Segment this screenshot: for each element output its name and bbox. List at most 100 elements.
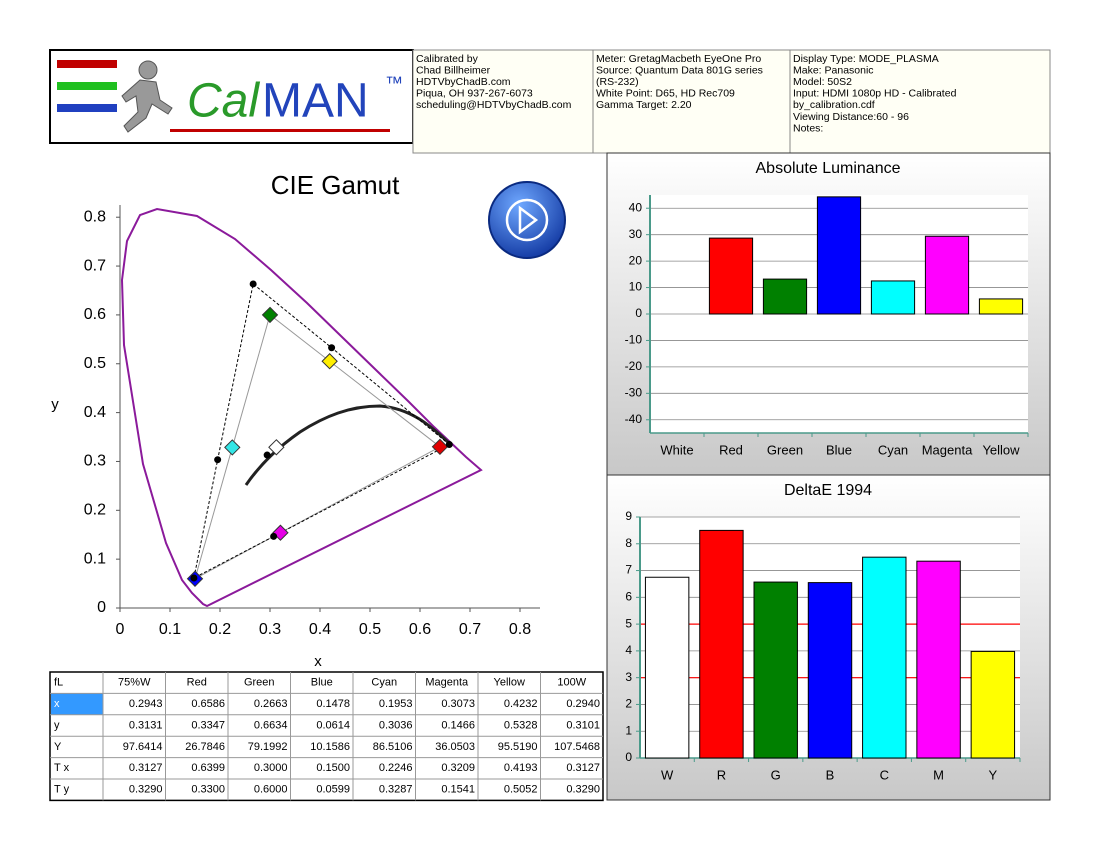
y-tick-label: 0.1 [84,550,106,567]
y-tick-label: -20 [625,359,643,373]
planckian-locus [244,404,452,486]
y-tick-label: 0 [625,750,632,764]
logo-runner [121,60,173,133]
y-tick-label: 0.3 [84,453,106,470]
table-cell: 0.2940 [566,698,600,710]
info-box [412,49,594,154]
y-tick-label: 2 [625,697,632,711]
x-tick-label: 0.1 [159,621,181,638]
table-cell: 0.2246 [379,762,413,774]
chart-title: DeltaE 1994 [784,482,872,499]
logo-tm: ™ [385,73,403,93]
x-tick-label: R [717,767,726,782]
info-text: Source: Quantum Data 801G series [596,64,763,76]
info-text: Notes: [793,122,823,134]
info-text: HDTVbyChadB.com [416,76,511,88]
info-box [789,49,1051,154]
info-box [592,49,791,154]
table-cell: 0.1500 [316,762,350,774]
table-header: 75%W [118,677,151,689]
info-text: Gamma Target: 2.20 [596,99,692,111]
bar [807,582,853,759]
x-tick-label: G [771,767,781,782]
logo-underline [170,129,390,132]
table-header: Blue [311,677,333,689]
bar [699,529,744,759]
chart-title: CIE Gamut [271,170,400,200]
chart-title: Absolute Luminance [756,160,901,177]
y-tick-label: 10 [629,280,643,294]
table-cell: 0.3347 [191,719,225,731]
bar [762,278,808,315]
table-cell: 0.3209 [441,762,475,774]
row-label: T x [54,762,70,774]
y-tick-label: 1 [625,723,632,737]
logo-man: MAN [262,75,369,128]
y-tick-label: 0.7 [84,257,106,274]
target-marker [431,438,449,456]
table-cell: 0.3127 [129,762,163,774]
info-text: (RS-232) [596,76,639,88]
bar [708,237,754,315]
table-cell: 0.4232 [504,698,538,710]
selected-cell [51,693,103,715]
y-tick-label: 7 [625,563,632,577]
x-tick-label: 0.7 [459,621,481,638]
table-cell: 0.3290 [566,784,600,796]
x-tick-label: Blue [826,442,852,457]
table-cell: 0.5328 [504,719,538,731]
table-cell: 0.1541 [441,784,475,796]
table-cell: 0.6586 [191,698,225,710]
measured-point [328,344,336,352]
info-text: Model: 50S2 [793,76,852,88]
y-axis-label: y [51,396,59,413]
x-tick-label: 0.5 [359,621,381,638]
table-cell: 0.3300 [191,784,225,796]
measured-point [263,451,271,459]
x-tick-label: 0.2 [209,621,231,638]
table-cell: 0.3287 [379,784,413,796]
x-tick-label: Yellow [982,442,1020,457]
info-text: by_calibration.cdf [793,99,875,111]
y-tick-label: 9 [625,509,632,523]
table-cell: 0.3036 [379,719,413,731]
y-tick-label: 5 [625,616,632,630]
table-cell: 79.1992 [248,741,288,753]
row-label: Y [54,741,62,753]
table-cell: 0.3131 [129,719,163,731]
target-marker [224,439,241,456]
play-button[interactable] [488,181,566,259]
y-tick-label: 6 [625,590,632,604]
table-cell: 97.6414 [123,741,163,753]
table-header: Green [244,677,275,689]
y-tick-label: 0.4 [84,404,106,421]
measured-point [214,456,222,464]
x-tick-label: 0.3 [259,621,281,638]
table-header: Yellow [494,677,525,689]
info-text: Viewing Distance:60 - 96 [793,111,909,123]
target-marker [261,306,279,324]
table-cell: 0.6634 [254,719,288,731]
table-cell: 26.7846 [185,741,225,753]
table-header: Cyan [371,677,397,689]
logo-bar [57,60,117,68]
table-cell: 0.3127 [566,762,600,774]
x-tick-label: C [880,767,889,782]
table-cell: 0.1953 [379,698,413,710]
x-tick-label: Cyan [878,442,908,457]
table-cell: 0.6399 [191,762,225,774]
table-cell: 0.0599 [316,784,350,796]
y-tick-label: 30 [629,227,643,241]
table-header: fL [54,677,63,689]
table-header: Red [187,677,207,689]
y-tick-label: -10 [625,333,643,347]
info-text: White Point: D65, HD Rec709 [596,88,735,100]
measured-point [249,280,257,288]
x-tick-label: 0.8 [509,621,531,638]
measured-point [445,441,453,449]
y-tick-label: 0.2 [84,502,106,519]
info-text: Input: HDMI 1080p HD - Calibrated [793,88,957,100]
x-tick-label: B [826,767,835,782]
bar [816,196,862,315]
y-tick-label: 40 [629,200,643,214]
